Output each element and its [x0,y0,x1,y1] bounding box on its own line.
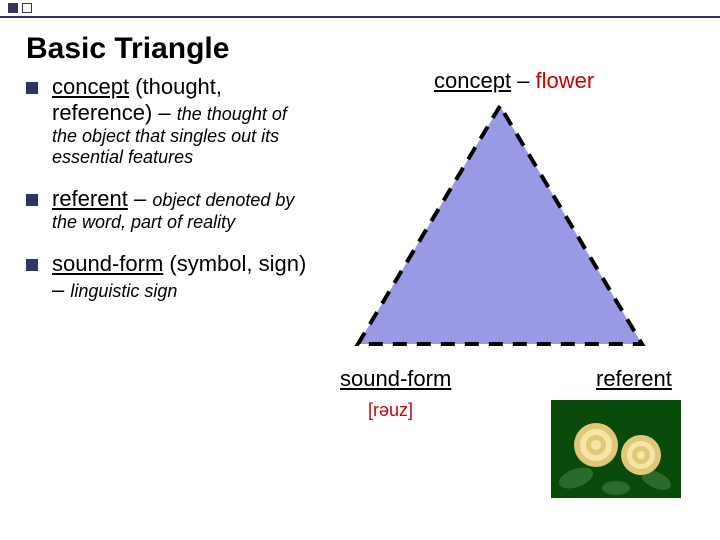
apex-label-flower: flower [536,68,595,93]
main-content: concept (thought, reference) – the thoug… [0,74,720,321]
ipa-transcription: [rəuz] [368,400,413,421]
bullet-concept: concept (thought, reference) – the thoug… [26,74,316,168]
apex-label: concept – flower [434,68,594,94]
bullet-body: referent – object denoted by the word, p… [52,186,316,233]
bullet-square-icon [26,82,38,94]
rose-image [551,400,681,498]
term-referent: referent [52,186,128,211]
definitions-column: concept (thought, reference) – the thoug… [26,74,326,321]
diagram-column: concept – flower sound-form referent [rə… [326,74,698,321]
apex-label-concept: concept [434,68,511,93]
bullet-body: concept (thought, reference) – the thoug… [52,74,316,168]
dash: – [134,186,152,211]
paren-soundform: (symbol, sign) [163,251,306,276]
apex-label-dash: – [511,68,535,93]
dash: – [52,277,70,302]
label-referent: referent [596,366,672,392]
bullet-square-icon [26,194,38,206]
def-soundform: linguistic sign [70,281,177,301]
window-topbar [0,0,720,18]
decor-square-light [22,3,32,13]
bullet-soundform: sound-form (symbol, sign) – linguistic s… [26,251,316,303]
bullet-square-icon [26,259,38,271]
bullet-body: sound-form (symbol, sign) – linguistic s… [52,251,316,303]
term-soundform: sound-form [52,251,163,276]
dash: – [158,100,176,125]
triangle-shape [358,106,642,344]
label-sound-form: sound-form [340,366,451,392]
term-concept: concept [52,74,129,99]
triangle-diagram [352,100,648,350]
bullet-referent: referent – object denoted by the word, p… [26,186,316,233]
decor-square-dark [8,3,18,13]
slide-title: Basic Triangle [26,32,720,66]
